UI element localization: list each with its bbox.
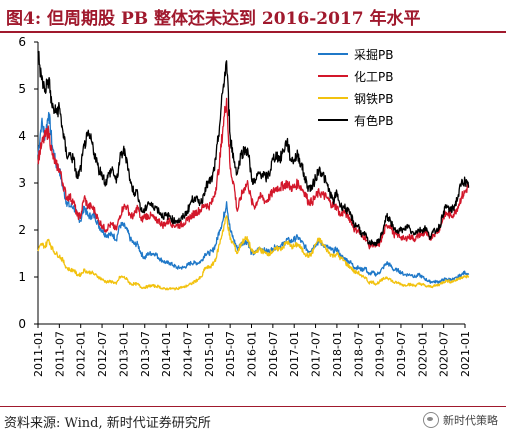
x-tick-label: 2018-07: [352, 331, 365, 377]
wechat-icon: [423, 412, 439, 428]
y-tick-label: 5: [18, 82, 26, 96]
x-tick-label: 2013-01: [117, 331, 130, 377]
x-tick-label: 2015-01: [203, 331, 216, 377]
y-tick-label: 1: [18, 270, 26, 284]
x-tick-label: 2021-01: [459, 331, 472, 377]
x-tick-label: 2014-01: [160, 331, 173, 377]
legend-label-4: 有色PB: [354, 114, 393, 128]
y-tick-label: 0: [18, 317, 26, 331]
series-line-1: [37, 111, 470, 284]
title-bar: 图4: 但周期股 PB 整体还未达到 2016-2017 年水平: [0, 0, 506, 33]
x-tick-label: 2012-07: [96, 331, 109, 377]
series-line-3: [37, 215, 470, 291]
y-tick-label: 2: [18, 223, 26, 237]
series-line-2: [37, 97, 470, 250]
x-tick-label: 2016-07: [267, 331, 280, 377]
y-tick-label: 3: [18, 176, 26, 190]
x-tick-label: 2011-01: [32, 331, 45, 377]
x-tick-label: 2015-07: [224, 331, 237, 377]
pb-line-chart: 0 1 2 3 4 5 6 2011-01 2011-07 2012-01 2012-07 2013-…: [18, 35, 472, 377]
x-tick-label: 2020-01: [416, 331, 429, 377]
x-tick-label: 2012-01: [75, 331, 88, 377]
y-tick-label: 6: [18, 35, 26, 49]
x-tick-label: 2019-01: [374, 331, 387, 377]
x-tick-label: 2018-01: [331, 331, 344, 377]
x-tick-label: 2017-01: [288, 331, 301, 377]
x-tick-label: 2017-07: [310, 331, 323, 377]
x-tick-label: 2020-07: [438, 331, 451, 377]
watermark: 新时代策略: [423, 412, 498, 428]
page-title: 图4: 但周期股 PB 整体还未达到 2016-2017 年水平: [6, 9, 421, 29]
chart-area: 0 1 2 3 4 5 6 2011-01 2011-07 2012-01 2012-07 2013-…: [0, 32, 506, 404]
x-tick-label: 2013-07: [139, 331, 152, 377]
footer-divider: [0, 406, 506, 407]
legend-label-3: 钢铁PB: [354, 92, 393, 106]
x-tick-label: 2011-07: [53, 331, 66, 377]
x-tick-label: 2016-01: [246, 331, 259, 377]
x-tick-label: 2014-07: [181, 331, 194, 377]
series-line-4: [37, 50, 470, 247]
x-tick-label: 2019-07: [395, 331, 408, 377]
watermark-label: 新时代策略: [443, 414, 498, 427]
legend-label-1: 采掘PB: [354, 47, 393, 62]
source-note: 资料来源: Wind, 新时代证券研究所: [4, 416, 211, 431]
y-tick-label: 4: [18, 129, 26, 143]
legend-label-2: 化工PB: [354, 70, 393, 84]
